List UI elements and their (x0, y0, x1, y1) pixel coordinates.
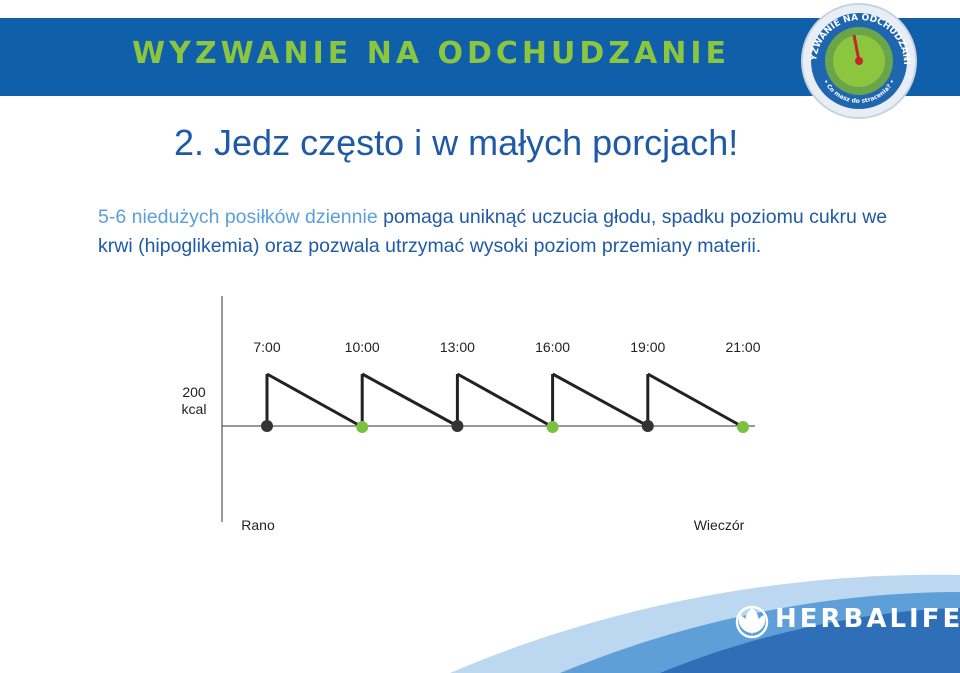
meal-point (546, 421, 559, 433)
x-tick-label: 19:00 (630, 339, 665, 355)
brand-name: HERBALIFE® (775, 604, 960, 634)
x-tick-label: 16:00 (535, 339, 570, 355)
x-end-label: Wieczór (694, 517, 745, 533)
energy-decline-line (456, 372, 554, 429)
page-heading: 2. Jedz często i w małych porcjach! (174, 122, 739, 163)
meal-point (356, 421, 369, 433)
x-start-label: Rano (241, 517, 275, 533)
x-tick-label: 21:00 (725, 339, 760, 355)
x-tick-label: 7:00 (253, 339, 280, 355)
header-banner (0, 18, 960, 96)
needle-icon (852, 34, 861, 62)
meal-point (451, 420, 464, 432)
energy-decline-line (266, 372, 363, 429)
herbalife-leaf-icon (735, 605, 769, 639)
intro-highlight: 5-6 niedużych posiłków dziennie (98, 206, 378, 228)
meal-point (261, 420, 273, 432)
energy-decline-line (361, 372, 459, 428)
meal-point (641, 420, 654, 432)
challenge-badge: WYZWANIE NA ODCHUDZANIE • Co masz do str… (800, 2, 917, 119)
energy-decline-line (647, 372, 744, 429)
x-tick-label: 13:00 (440, 339, 475, 355)
brand-text: HERBALIFE (775, 604, 960, 634)
banner-title: WYZWANIE NA ODCHUDZANIE (132, 36, 731, 71)
x-tick-label: 10:00 (345, 339, 380, 355)
meal-point (737, 421, 749, 433)
intro-rest: pomaga uniknąć uczucia głodu, spadku poz… (98, 206, 888, 257)
y-axis-unit: kcal (182, 401, 207, 417)
y-axis-label: 200 (182, 384, 206, 400)
intro-text: 5-6 niedużych posiłków dziennie pomaga u… (98, 203, 898, 261)
energy-decline-line (551, 372, 649, 428)
